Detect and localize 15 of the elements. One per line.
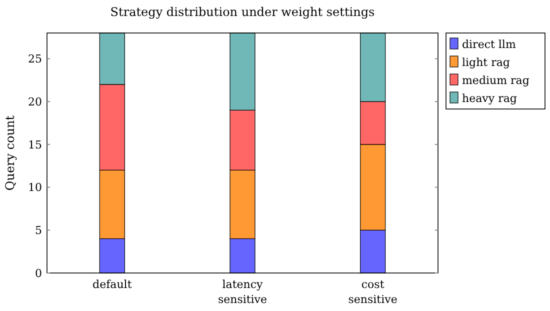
legend-label: heavy rag	[462, 92, 517, 105]
y-tick-label: 10	[28, 181, 42, 194]
y-tick-label: 15	[28, 138, 42, 152]
y-tick-label: 25	[28, 52, 42, 66]
legend-label: medium rag	[462, 74, 530, 87]
x-tick-label: cost sensitive	[348, 278, 398, 306]
y-tick-label: 5	[35, 224, 42, 237]
y-tick-label: 20	[28, 95, 42, 108]
legend-label: light rag	[462, 56, 510, 69]
y-tick-label: 0	[35, 266, 42, 280]
chart-title: Strategy distribution under weight settings	[110, 5, 375, 19]
legend-label: direct llm	[462, 38, 516, 51]
y-axis-title: Query count	[3, 115, 17, 191]
x-tick-label: default	[92, 278, 132, 291]
x-tick-label: latency sensitive	[218, 278, 268, 306]
